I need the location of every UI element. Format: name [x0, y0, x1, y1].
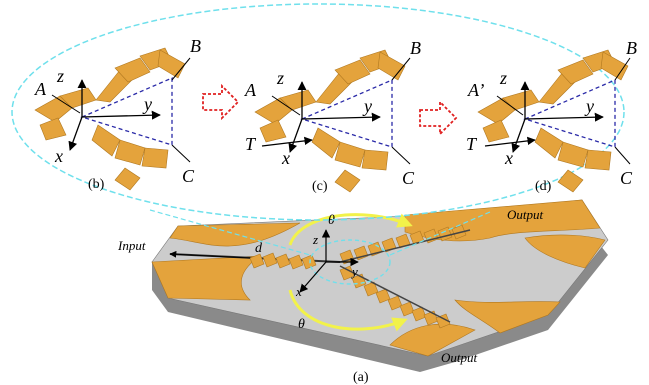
d-label-A: A’: [467, 80, 484, 100]
panel-c: [254, 49, 411, 193]
red-arrow-2: [419, 99, 458, 137]
output-bottom-label: Output: [441, 350, 478, 365]
pad-bottom-right-lower: [389, 323, 476, 357]
d-label-z: z: [499, 68, 507, 88]
zoom-connector-left: [149, 209, 311, 256]
d-label-C: C: [620, 168, 633, 188]
d-label-y: y: [584, 96, 594, 116]
d-label-T: T: [466, 134, 478, 154]
rotation-arrow-top: [288, 213, 413, 246]
c-label-z: z: [276, 68, 284, 88]
b-label-y: y: [142, 94, 152, 114]
b-label-x: x: [54, 146, 63, 166]
c-label-C: C: [402, 168, 415, 188]
zoom-connector-right: [389, 211, 491, 256]
inner-dashed-ellipse: [309, 239, 391, 285]
theta-top-label: θ: [328, 213, 335, 228]
b-label-B: B: [190, 36, 201, 56]
c-label-x: x: [281, 148, 290, 168]
device-a: [151, 199, 609, 372]
input-label: Input: [117, 238, 146, 253]
d-label: d: [255, 241, 263, 256]
caption-c: (c): [312, 179, 328, 194]
output-top-label: Output: [507, 207, 544, 222]
red-arrow-1: [202, 83, 240, 121]
rotation-arrow-bottom: [288, 289, 408, 332]
caption-a: (a): [353, 370, 369, 385]
z-axis-label-a: z: [312, 232, 318, 247]
b-label-C: C: [182, 166, 195, 186]
panel-b: [34, 47, 191, 191]
d-label-B: B: [626, 38, 637, 58]
pad-bottom-right-upper: [454, 299, 561, 334]
panel-d: [477, 49, 631, 193]
c-label-B: B: [410, 38, 421, 58]
x-axis-label-a: x: [295, 284, 302, 299]
b-label-A: A: [34, 79, 47, 99]
y-axis-label-a: y: [350, 264, 358, 279]
b-label-z: z: [56, 66, 64, 86]
c-label-T: T: [245, 134, 257, 154]
c-label-A: A: [244, 80, 257, 100]
caption-b: (b): [88, 177, 105, 192]
caption-d: (d): [535, 179, 552, 194]
d-label-x: x: [504, 148, 513, 168]
zoom-ellipse: [11, 3, 625, 221]
c-label-y: y: [362, 96, 372, 116]
theta-bottom-label: θ: [298, 317, 305, 332]
